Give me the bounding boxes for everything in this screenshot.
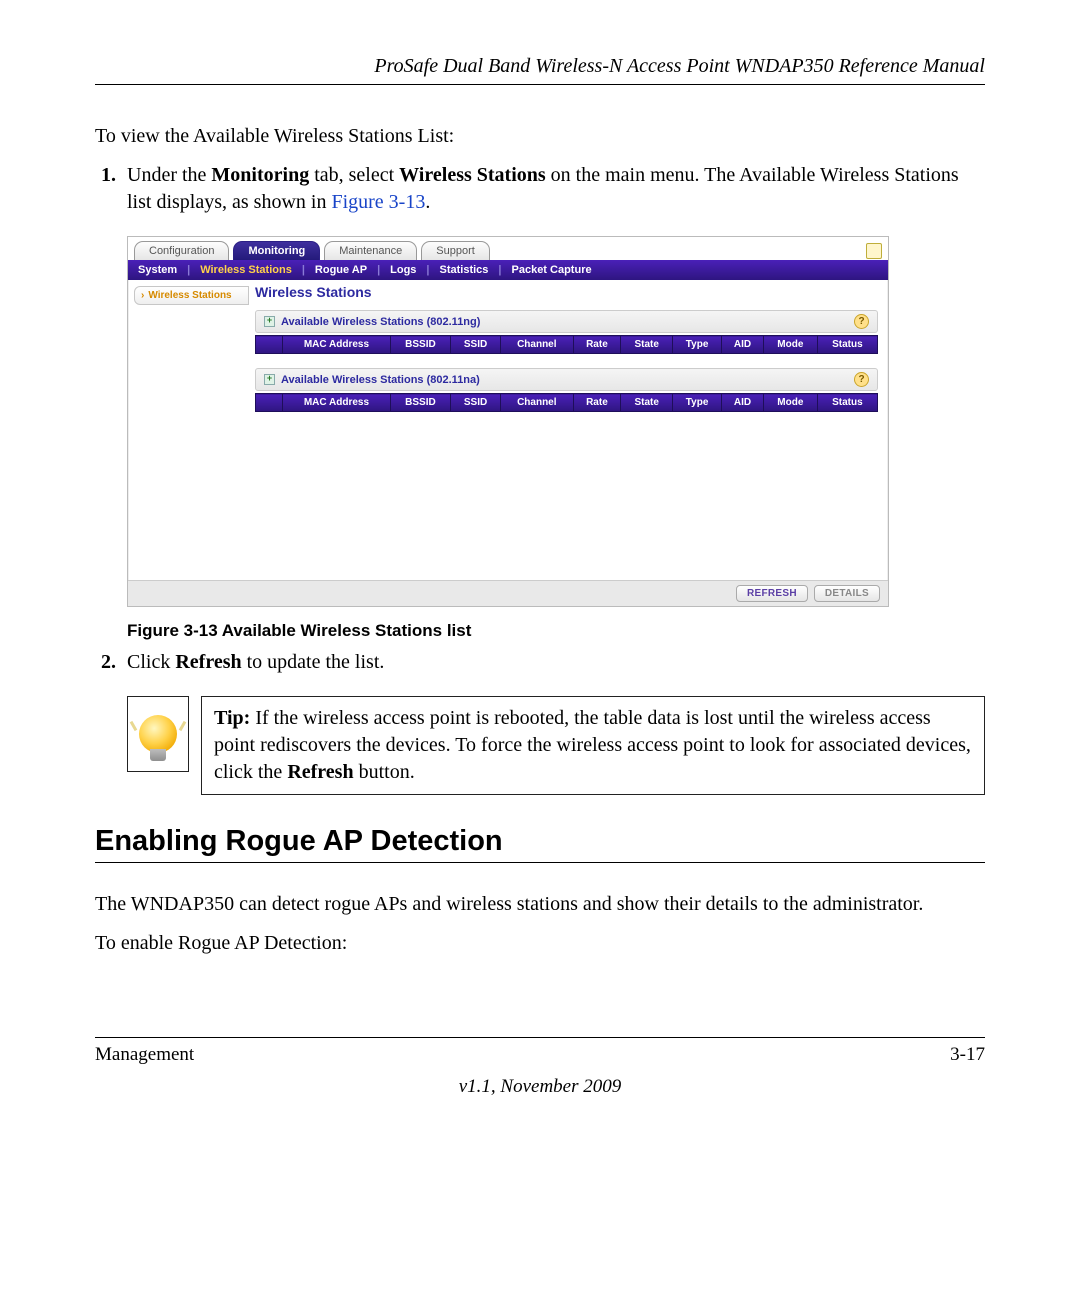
steps-list-2: Click Refresh to update the list. [95, 649, 985, 676]
page-footer: Management 3-17 [95, 1037, 985, 1066]
subnav-system[interactable]: System [138, 264, 177, 276]
rogue-lead: To enable Rogue AP Detection: [95, 930, 985, 957]
col-type: Type [673, 336, 722, 354]
section-header-80211na: +Available Wireless Stations (802.11na) … [255, 368, 878, 391]
col-ssid: SSID [450, 336, 500, 354]
tab-maintenance[interactable]: Maintenance [324, 241, 417, 260]
expand-icon[interactable]: + [264, 316, 275, 327]
section-header-80211ng: +Available Wireless Stations (802.11ng) … [255, 310, 878, 333]
footer-left: Management [95, 1044, 194, 1066]
intro-text: To view the Available Wireless Stations … [95, 123, 985, 150]
subnav-logs[interactable]: Logs [390, 264, 416, 276]
expand-icon[interactable]: + [264, 374, 275, 385]
screenshot-figure: Configuration Monitoring Maintenance Sup… [127, 236, 889, 607]
col-mac: MAC Address [283, 336, 391, 354]
action-bar: REFRESH DETAILS [128, 580, 888, 606]
help-icon[interactable]: ? [854, 314, 869, 329]
footer-right: 3-17 [950, 1044, 985, 1066]
col-status: Status [817, 336, 877, 354]
lightbulb-icon [139, 715, 177, 753]
table-80211ng: MAC Address BSSID SSID Channel Rate Stat… [255, 335, 878, 354]
col-aid: AID [722, 336, 764, 354]
step-2: Click Refresh to update the list. [121, 649, 985, 676]
tip-icon-cell [127, 696, 189, 772]
side-tabs: Wireless Stations [128, 280, 249, 580]
page-header: ProSafe Dual Band Wireless-N Access Poin… [95, 55, 985, 85]
tip-text: Tip: If the wireless access point is reb… [201, 696, 985, 795]
side-tab-wireless-stations[interactable]: Wireless Stations [134, 286, 249, 305]
panel-title: Wireless Stations [255, 284, 878, 300]
help-icon[interactable]: ? [854, 372, 869, 387]
col-channel: Channel [501, 336, 573, 354]
subnav-packet-capture[interactable]: Packet Capture [512, 264, 592, 276]
col-rate: Rate [573, 336, 621, 354]
col-state: State [621, 336, 673, 354]
tab-monitoring[interactable]: Monitoring [233, 241, 320, 260]
subnav-rogue-ap[interactable]: Rogue AP [315, 264, 367, 276]
figure-link[interactable]: Figure 3-13 [331, 191, 425, 213]
tip-block: Tip: If the wireless access point is reb… [127, 696, 985, 795]
table-80211na: MAC Address BSSID SSID Channel Rate Stat… [255, 393, 878, 412]
tab-support[interactable]: Support [421, 241, 490, 260]
figure-caption: Figure 3-13 Available Wireless Stations … [127, 621, 985, 641]
refresh-button[interactable]: REFRESH [736, 585, 808, 602]
steps-list: Under the Monitoring tab, select Wireles… [95, 162, 985, 216]
subnav-statistics[interactable]: Statistics [440, 264, 489, 276]
toolbar-icon[interactable] [866, 243, 882, 259]
version-line: v1.1, November 2009 [95, 1076, 985, 1098]
heading-rule [95, 862, 985, 863]
details-button[interactable]: DETAILS [814, 585, 880, 602]
rogue-intro: The WNDAP350 can detect rogue APs and wi… [95, 891, 985, 918]
tab-configuration[interactable]: Configuration [134, 241, 229, 260]
step-1: Under the Monitoring tab, select Wireles… [121, 162, 985, 216]
sub-nav: System| Wireless Stations| Rogue AP| Log… [128, 260, 888, 280]
col-mode: Mode [763, 336, 817, 354]
col-bssid: BSSID [390, 336, 450, 354]
section-heading: Enabling Rogue AP Detection [95, 825, 985, 858]
subnav-wireless-stations[interactable]: Wireless Stations [200, 264, 292, 276]
main-tabs: Configuration Monitoring Maintenance Sup… [128, 237, 888, 260]
